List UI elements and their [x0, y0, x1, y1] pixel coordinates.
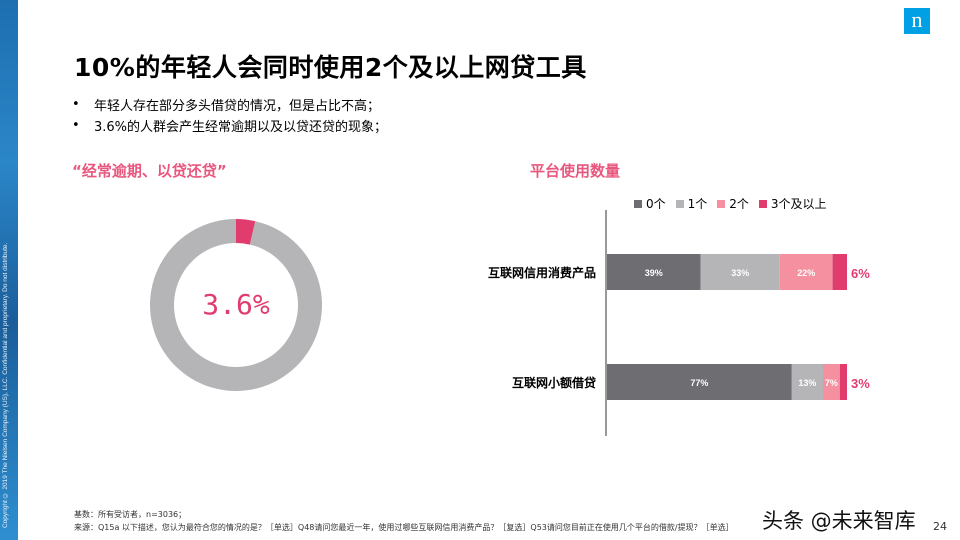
- bar-segment: [791, 364, 823, 400]
- bar-segment: [832, 254, 847, 290]
- category-label: 互联网信用消费产品: [488, 265, 596, 280]
- bar-value-label: 22%: [797, 268, 815, 278]
- bar-segment: [607, 364, 792, 400]
- bullet-text: 3.6%的人群会产生经常逾期以及以贷还贷的现象；: [94, 120, 388, 135]
- bar-value-label: 39%: [645, 268, 663, 278]
- bar-segment: [823, 364, 840, 400]
- legend-label: 1个: [687, 197, 708, 211]
- bar-value-label: 13%: [798, 378, 816, 388]
- stacked-bar-chart: 互联网信用消费产品 39% 33% 22% 6% 互联网小额借贷 77% 13% 7% 3%: [488, 210, 870, 436]
- bar-value-label: 7%: [825, 378, 838, 388]
- footer-base: 基数：所有受访者，n=3036；: [74, 510, 187, 519]
- legend-swatch: [717, 199, 726, 208]
- bar-segment: [839, 364, 847, 400]
- legend-item: 0个: [634, 195, 666, 212]
- legend-item: 1个: [675, 195, 708, 212]
- legend-swatch: [758, 199, 767, 208]
- bar-value-label: 33%: [731, 268, 749, 278]
- bar-value-label: 3%: [851, 376, 870, 391]
- bullet-text: 年轻人存在部分多头借贷的情况，但是占比不高；: [94, 99, 381, 114]
- legend-swatch: [634, 199, 642, 208]
- legend-label: 3个及以上: [770, 197, 827, 211]
- page-number: 24: [933, 520, 947, 533]
- bar-segment: [700, 254, 780, 290]
- page-title: 10%的年轻人会同时使用2个及以上网贷工具: [74, 53, 587, 82]
- nielsen-logo: n: [904, 8, 930, 34]
- bullet-dot: •: [72, 118, 80, 133]
- donut-chart: [150, 219, 322, 391]
- footer-notes: 基数：所有受访者，n=3036； 来源：Q15a 以下描述，您认为最符合您的情况…: [74, 508, 734, 534]
- bar-section-title: 平台使用数量: [530, 162, 621, 180]
- legend-item: 3个及以上: [758, 195, 827, 212]
- bar-segment: [607, 254, 701, 290]
- bullet-item: • 年轻人存在部分多头借贷的情况，但是占比不高；: [72, 94, 387, 115]
- bar-legend: 0个 1个 2个 3个及以上: [634, 195, 837, 212]
- bar-segment: [779, 254, 833, 290]
- bullet-list: • 年轻人存在部分多头借贷的情况，但是占比不高； • 3.6%的人群会产生经常逾期以…: [72, 94, 387, 136]
- legend-label: 0个: [646, 197, 666, 211]
- bar-value-label: 77%: [690, 378, 708, 388]
- category-label: 互联网小额借贷: [512, 375, 596, 390]
- bullet-item: • 3.6%的人群会产生经常逾期以及以贷还贷的现象；: [72, 115, 387, 136]
- footer-source: 来源：Q15a 以下描述，您认为最符合您的情况的是？［单选］Q48请问您最近一年…: [74, 523, 734, 532]
- copyright-text: Copyright © 2019 The Nielsen Company (US…: [2, 242, 9, 528]
- donut-slice-0: [236, 219, 256, 245]
- donut-center-label: 3.6%: [202, 288, 270, 321]
- donut-section-title: “经常逾期、以贷还贷”: [72, 162, 227, 180]
- watermark: 头条 @未来智库: [762, 509, 916, 533]
- legend-swatch: [675, 199, 684, 208]
- side-strip: Copyright © 2019 The Nielsen Company (US…: [0, 0, 18, 540]
- bullet-dot: •: [72, 97, 80, 112]
- legend-item: 2个: [717, 195, 749, 212]
- legend-label: 2个: [729, 197, 749, 211]
- bar-value-label: 6%: [851, 266, 870, 281]
